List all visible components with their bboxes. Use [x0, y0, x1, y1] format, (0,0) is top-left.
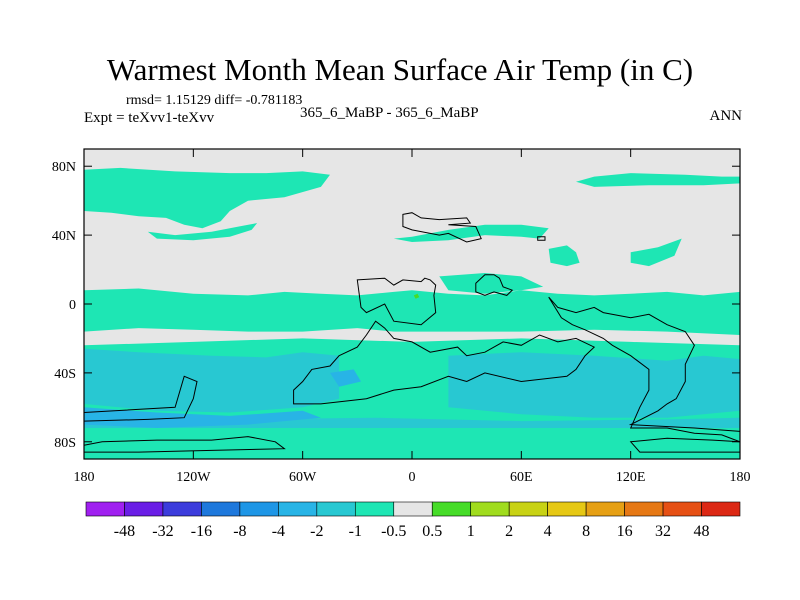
coastline-small-island-ne: [537, 236, 546, 241]
x-tick-label: 120E: [616, 470, 646, 485]
season-label: ANN: [709, 108, 743, 124]
axis-ticks: 180 120W 60W 0 60E 120E 180 80N 40N 0 40S 80S: [52, 149, 751, 485]
x-tick-label: 180: [730, 470, 751, 485]
colorbar-swatch: [316, 501, 356, 517]
colorbar-swatch: [393, 501, 433, 517]
coastline-north-continent: [402, 212, 482, 243]
field-region-0-2: [576, 173, 740, 187]
colorbar-label: -48: [114, 523, 135, 540]
field-region-2-1: [330, 369, 361, 387]
colorbar-swatch: [162, 501, 202, 517]
chart-title: Warmest Month Mean Surface Air Temp (in …: [106, 52, 694, 87]
colorbar-swatch: [354, 501, 395, 517]
field-region-0-3: [393, 224, 549, 242]
colorbar-label: -1: [349, 523, 362, 540]
colorbar-label: 32: [655, 523, 671, 540]
coastline-southern-continent: [293, 320, 596, 405]
colorbar-swatch: [278, 501, 318, 517]
coastline-antarctica-east: [629, 437, 740, 453]
coastline-layer: [84, 212, 740, 453]
colorbar-swatch: [624, 501, 664, 517]
x-tick-label: 60W: [289, 470, 317, 485]
colorbar-label: -16: [191, 523, 212, 540]
y-tick-label: 80S: [54, 436, 76, 451]
colorbar-swatch: [585, 501, 625, 517]
stats-label: rmsd= 1.15129 diff= -0.781183: [126, 93, 303, 108]
field-region-0-7: [84, 288, 740, 335]
colorbar-label: -2: [310, 523, 323, 540]
colorbar-swatch: [470, 501, 510, 517]
x-tick-label: 60E: [510, 470, 533, 485]
colorbar-label: -0.5: [381, 523, 406, 540]
field-region-1-1: [448, 352, 740, 418]
colorbar-label: 0.5: [422, 523, 442, 540]
colorbar-swatch: [85, 501, 125, 517]
y-tick-label: 80N: [52, 160, 76, 175]
x-tick-label: 180: [74, 470, 95, 485]
colorbar-label: 1: [467, 523, 475, 540]
field-region-0-4: [548, 245, 580, 267]
x-tick-label: 0: [409, 470, 416, 485]
field-region-0-5: [439, 273, 544, 294]
coastline-west-coast: [84, 375, 198, 422]
coastline-central-east-block: [475, 274, 514, 296]
colorbar-swatch: [201, 501, 241, 517]
colorbar-label: 16: [617, 523, 633, 540]
colorbar-swatch: [547, 501, 587, 517]
colorbar-label: -4: [272, 523, 285, 540]
colorbar-swatch: [662, 501, 702, 517]
colorbar: -48 -32 -16 -8 -4 -2 -1 -0.5 0.5 1 2 4 8 16 32 48: [85, 501, 741, 540]
x-tick-label: 120W: [176, 470, 211, 485]
colorbar-label: 4: [544, 523, 552, 540]
colorbar-label: -8: [233, 523, 246, 540]
y-tick-label: 0: [69, 298, 76, 313]
field-region-1-0: [84, 348, 340, 413]
colorbar-label: 8: [582, 523, 590, 540]
colorbar-label: -32: [152, 523, 173, 540]
experiment-label: Expt = teXvv1-teXvv: [84, 110, 215, 126]
colorbar-label: 2: [505, 523, 513, 540]
coastline-eastern-block: [548, 296, 740, 443]
field-region-2-0: [84, 407, 321, 428]
field-region-0-0: [84, 167, 330, 229]
colorbar-swatch: [124, 501, 164, 517]
coastline-central-block: [356, 277, 437, 326]
colorbar-swatch: [701, 501, 741, 517]
field-region-0-1: [147, 223, 258, 241]
colorbar-swatch: [239, 501, 279, 517]
colorbar-label: 48: [694, 523, 710, 540]
coastline-antarctica: [84, 436, 286, 453]
colorbar-swatch: [508, 501, 548, 517]
field-region-3-0: [413, 293, 420, 299]
field-region-0-6: [630, 238, 682, 267]
comparison-label: 365_6_MaBP - 365_6_MaBP: [300, 105, 479, 121]
y-tick-label: 40S: [54, 367, 76, 382]
y-tick-label: 40N: [52, 229, 76, 244]
colorbar-swatch: [431, 501, 472, 517]
